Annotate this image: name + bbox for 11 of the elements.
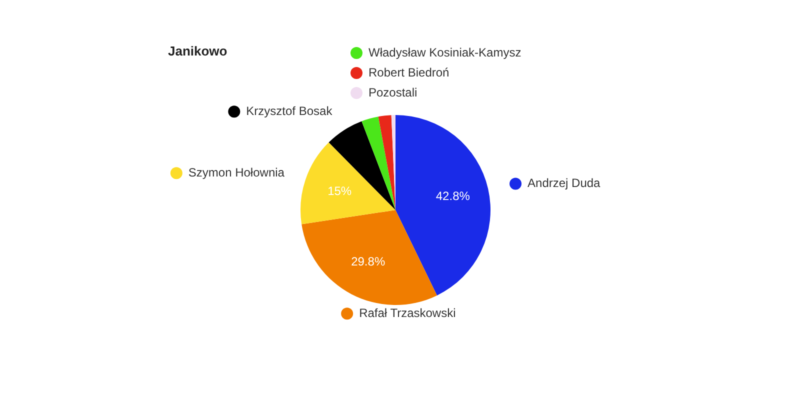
data-label: 42.8%: [436, 189, 470, 204]
legend-label: Rafał Trzaskowski: [359, 306, 456, 320]
data-label: 15%: [328, 184, 352, 198]
legend-label: Robert Biedroń: [368, 65, 450, 80]
legend-label: Andrzej Duda: [528, 176, 601, 190]
legend-label: Szymon Hołownia: [188, 165, 285, 180]
legend-label: Krzysztof Bosak: [246, 104, 334, 118]
chart-title: Janikowo: [168, 44, 228, 59]
data-label: 29.8%: [351, 254, 386, 268]
legend-label: Pozostali: [368, 85, 418, 100]
legend-label: Władysław Kosiniak-Kamysz: [368, 45, 522, 60]
